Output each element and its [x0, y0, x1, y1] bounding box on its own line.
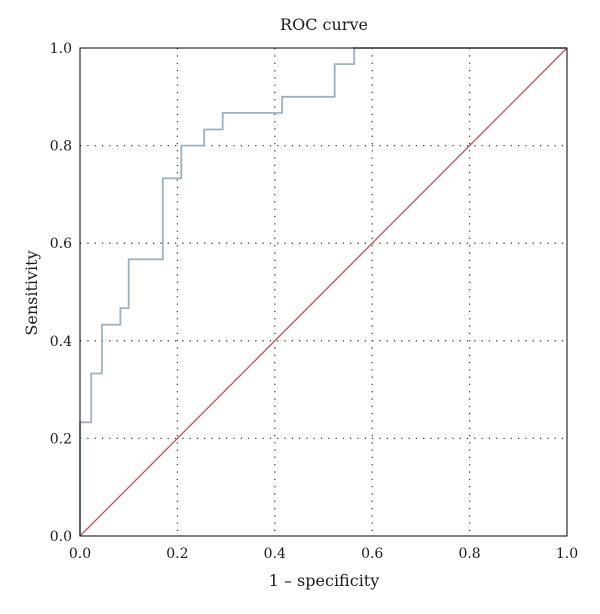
y-tick-label: 0.2 — [50, 431, 72, 447]
y-tick-label: 0.6 — [50, 236, 72, 252]
x-tick-label: 0.8 — [458, 546, 480, 562]
y-tick-label: 1.0 — [50, 41, 72, 57]
grid-lines — [80, 48, 567, 536]
roc-curve-line — [79, 47, 567, 536]
series-layer — [79, 47, 568, 537]
y-tick-label: 0.8 — [50, 139, 72, 155]
y-tick-label: 0.0 — [50, 529, 72, 545]
y-tick-label: 0.4 — [50, 334, 72, 350]
y-axis-label: Sensitivity — [22, 250, 41, 335]
x-axis-label: 1 – specificity — [269, 571, 380, 590]
x-tick-label: 1.0 — [556, 546, 578, 562]
x-tick-label: 0.6 — [361, 546, 383, 562]
x-tick-labels: 0.0 0.2 0.4 0.6 0.8 1.0 — [69, 546, 578, 562]
reference-diagonal-line — [79, 47, 568, 537]
x-tick-label: 0.2 — [166, 546, 188, 562]
chart-title: ROC curve — [280, 15, 368, 34]
x-tick-label: 0.0 — [69, 546, 91, 562]
plot-frame — [79, 47, 568, 537]
x-tick-label: 0.4 — [264, 546, 286, 562]
y-tick-labels: 0.0 0.2 0.4 0.6 0.8 1.0 — [50, 41, 72, 545]
